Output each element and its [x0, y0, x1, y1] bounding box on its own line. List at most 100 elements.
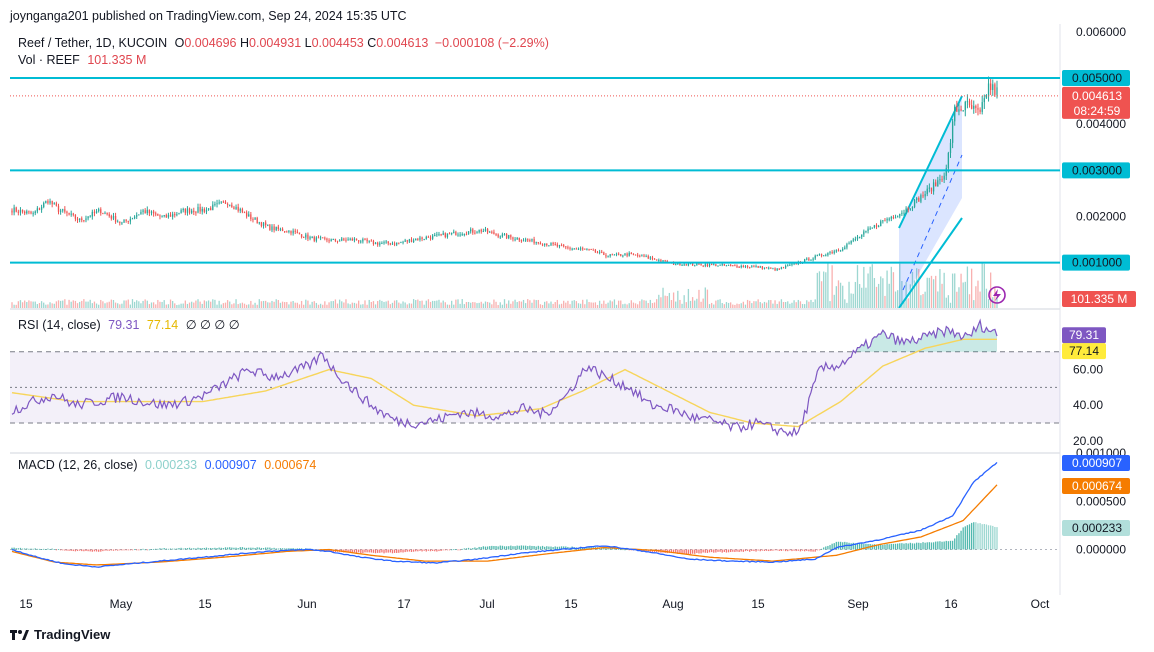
volume-bar [588, 302, 590, 308]
volume-value: 101.335 M [87, 53, 147, 67]
macd-histogram-bar [85, 549, 87, 552]
macd-histogram-bar [197, 547, 199, 550]
candle-body [624, 253, 626, 256]
macd-histogram-bar [243, 547, 246, 550]
macd-histogram-bar [434, 549, 436, 552]
volume-bar [896, 290, 899, 308]
candle-body [592, 249, 594, 251]
low-value: 0.004453 [311, 36, 364, 50]
macd-histogram-bar [854, 543, 857, 550]
candle-body [377, 242, 379, 245]
macd-histogram-bar [884, 544, 886, 550]
macd-histogram-bar [833, 543, 835, 550]
candle-body [611, 254, 613, 256]
candle-body [922, 195, 924, 197]
candle-body [307, 234, 309, 239]
rsi-extra-values: ∅ ∅ ∅ ∅ [185, 318, 240, 332]
macd-histogram-bar [157, 548, 159, 550]
candle-body [436, 234, 438, 236]
volume-bar [231, 304, 233, 308]
candle-body [298, 232, 301, 235]
macd-histogram-bar [975, 522, 977, 550]
volume-bar [30, 301, 32, 308]
candle-body [806, 258, 808, 260]
volume-bar [345, 299, 347, 308]
volume-bar [349, 304, 351, 308]
volume-bar [524, 303, 527, 308]
macd-histogram-bar [556, 546, 558, 550]
candle-body [744, 266, 747, 268]
candle-body [694, 265, 696, 267]
volume-bar [279, 302, 282, 308]
rsi-legend[interactable]: RSI (14, close) 79.31 77.14 ∅ ∅ ∅ ∅ [18, 317, 240, 332]
macd-histogram-bar [38, 548, 41, 550]
volume-bar [584, 304, 586, 308]
rsi-ma-value: 77.14 [146, 318, 179, 332]
candle-body [108, 214, 110, 217]
macd-legend[interactable]: MACD (12, 26, close) 0.000233 0.000907 0… [18, 458, 316, 472]
macd-histogram-bar [759, 549, 761, 552]
candle-body [216, 203, 218, 205]
volume-bar [332, 301, 334, 308]
candle-body [271, 226, 273, 231]
candle-body [207, 208, 210, 210]
volume-bar [493, 299, 495, 308]
tradingview-brand-text: TradingView [34, 627, 111, 642]
volume-bar [558, 304, 561, 308]
macd-histogram-bar [605, 548, 607, 550]
macd-histogram-bar [541, 545, 544, 550]
tradingview-brand[interactable]: TradingView [10, 627, 110, 644]
publisher-text: joynganga201 published on TradingView.co… [10, 9, 407, 23]
symbol-legend[interactable]: Reef / Tether, 1D, KUCOIN O0.004696 H0.0… [18, 36, 549, 50]
macd-histogram-bar [419, 549, 421, 551]
volume-bar [734, 304, 736, 308]
volume-bar [835, 286, 838, 308]
volume-bar [423, 304, 425, 308]
macd-histogram-bar [159, 548, 161, 550]
macd-histogram-bar [303, 548, 305, 550]
macd-histogram-bar [983, 524, 985, 550]
volume-bar [975, 286, 977, 308]
volume-bar [643, 300, 645, 308]
macd-histogram-bar [91, 549, 93, 552]
macd-histogram-bar [918, 542, 920, 550]
macd-histogram-bar [848, 542, 850, 550]
macd-histogram-bar [787, 549, 789, 552]
candle-body [34, 211, 36, 214]
macd-histogram-bar [932, 542, 935, 550]
macd-histogram-bar [298, 548, 301, 550]
macd-histogram-bar [719, 549, 721, 552]
macd-histogram-bar [178, 548, 180, 550]
volume-bar [544, 301, 546, 308]
macd-histogram-bar [87, 549, 89, 552]
volume-bar [935, 275, 937, 308]
macd-histogram-bar [922, 542, 924, 550]
candle-body [563, 245, 565, 247]
volume-bar [856, 265, 859, 308]
candle-body [909, 208, 911, 210]
volume-bar [820, 281, 823, 308]
volume-bar [755, 301, 757, 308]
candle-body [941, 179, 943, 181]
volume-bar [930, 275, 933, 308]
macd-histogram-bar [408, 549, 411, 552]
candle-body [89, 216, 91, 218]
volume-bar [229, 301, 231, 308]
volume-bar [937, 291, 939, 308]
volume-bar [442, 300, 444, 308]
volume-legend[interactable]: Vol · REEF 101.335 M [18, 53, 146, 67]
volume-bar [590, 302, 592, 308]
volume-bar [575, 301, 578, 308]
volume-bar [987, 299, 990, 308]
candle-body [453, 231, 455, 233]
candle-body [501, 234, 504, 237]
volume-bar [647, 303, 649, 308]
volume-bar [212, 299, 214, 308]
macd-histogram-bar [772, 549, 774, 551]
volume-bar [850, 293, 852, 308]
macd-histogram-bar [114, 549, 117, 551]
macd-histogram-bar [672, 549, 675, 554]
volume-bar [675, 301, 677, 308]
candle-body [926, 188, 928, 195]
macd-histogram-bar [687, 549, 690, 554]
